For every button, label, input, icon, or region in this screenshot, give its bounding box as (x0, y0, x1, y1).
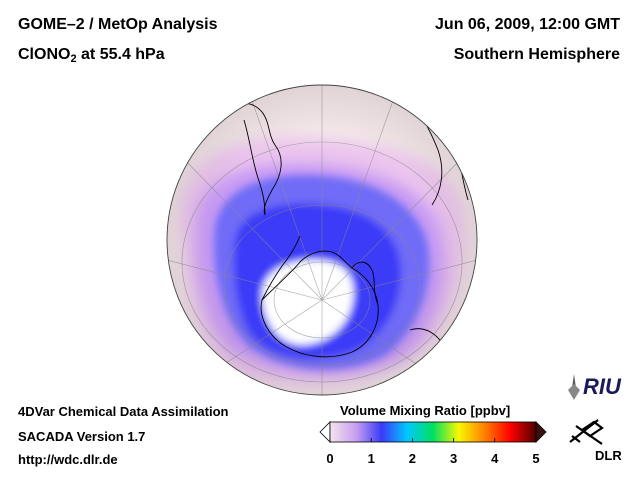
footer-line1: 4DVar Chemical Data Assimilation (18, 404, 229, 419)
pressure-level: at 55.4 hPa (76, 46, 165, 63)
colorbar-tick-label: 2 (408, 451, 416, 466)
dlr-logo-text: DLR (595, 448, 622, 463)
colorbar-tick-label: 0 (326, 451, 334, 466)
globe-shading (167, 85, 477, 395)
footer-line2: SACADA Version 1.7 (18, 429, 146, 444)
colorbar-tick-label: 4 (491, 451, 499, 466)
colorbar-gradient (329, 421, 537, 443)
colorbar-under-arrow (319, 421, 331, 443)
colorbar-title: Volume Mixing Ratio [ppbv] (340, 403, 511, 418)
region-label: Southern Hemisphere (453, 46, 620, 63)
page-title-line2: ClONO2 at 55.4 hPa (18, 46, 165, 65)
page-title-line1: GOME–2 / MetOp Analysis (18, 16, 218, 33)
hemisphere-map (166, 84, 478, 396)
species-label: ClONO (18, 46, 71, 63)
colorbar-tick-label: 3 (449, 451, 458, 466)
species-subscript: 2 (70, 53, 77, 65)
dlr-logo-icon (569, 419, 604, 445)
colorbar-tick-label: 5 (532, 451, 540, 466)
riu-logo-icon (568, 374, 580, 400)
colorbar-tick-label: 1 (367, 451, 375, 466)
globe-outline (166, 84, 478, 396)
colorbar (319, 421, 547, 443)
colorbar-over-arrow (535, 421, 547, 443)
date-label: Jun 06, 2009, 12:00 GMT (435, 16, 620, 33)
riu-logo-text: RIU (583, 374, 621, 399)
footer-url-link[interactable]: http://wdc.dlr.de (18, 452, 118, 467)
